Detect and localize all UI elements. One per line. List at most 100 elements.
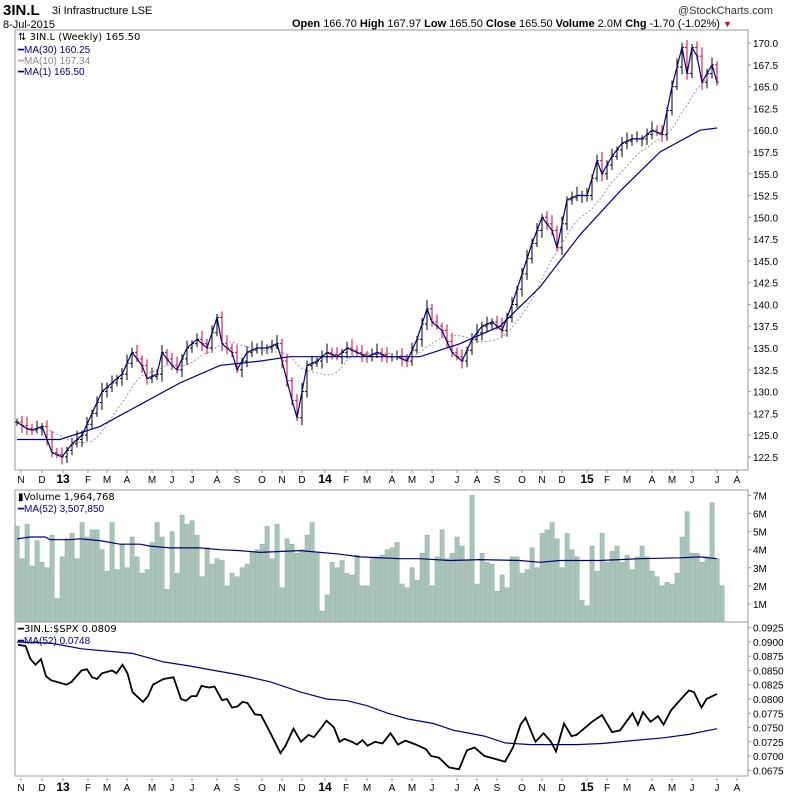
volume-bar — [229, 572, 235, 623]
brand-logo[interactable]: @StockCharts.com — [678, 5, 773, 17]
legend-ma1-label: MA(1) 165.50 — [24, 67, 85, 78]
volume-bar — [384, 549, 390, 623]
volume-bar — [494, 591, 500, 623]
y-tick-label: 142.5 — [753, 279, 778, 290]
volume-bar — [574, 556, 580, 623]
volume-bar — [429, 585, 435, 623]
y-tick-label: 145.0 — [753, 257, 778, 268]
ratio-legend-title: ━3IN.L:$SPX 0.0809 — [18, 624, 117, 635]
x-tick-label: M — [363, 783, 371, 794]
y-tick-label: 162.5 — [753, 104, 778, 115]
volume-bar — [559, 567, 565, 623]
y-tick-label: 140.0 — [753, 300, 778, 311]
panel-border-0 — [14, 29, 749, 471]
y-tick-label: 0.0900 — [753, 638, 784, 649]
ohlc-icon: ⇅ — [18, 32, 27, 43]
x-tick-label: J — [715, 475, 720, 486]
volume-bar — [424, 534, 430, 623]
volume-bar — [269, 558, 275, 623]
volume-bar — [254, 549, 260, 623]
y-tick-label: 147.5 — [753, 235, 778, 246]
volume-bar — [44, 567, 50, 623]
ma10-line — [41, 67, 718, 444]
x-tick-label: N — [538, 475, 545, 486]
volume-bar — [719, 585, 725, 623]
x-tick-label: N — [17, 783, 24, 794]
y-tick-label: 3M — [753, 564, 767, 575]
volume-bar — [499, 574, 505, 623]
y-tick-label: 122.5 — [753, 453, 778, 464]
high-value: 167.97 — [387, 18, 422, 30]
y-tick-label: 5M — [753, 528, 767, 539]
volume-bar — [19, 558, 25, 623]
y-tick-label: 0.0850 — [753, 666, 784, 677]
y-tick-label: 4M — [753, 546, 767, 557]
x-tick-label: J — [455, 783, 460, 794]
volume-bar — [374, 556, 380, 623]
y-tick-label: 0.0875 — [753, 652, 784, 663]
y-tick-label: 157.5 — [753, 148, 778, 159]
x-tick-label: O — [518, 475, 526, 486]
volume-bar — [364, 585, 370, 623]
y-tick-label: 135.0 — [753, 344, 778, 355]
x-tick-label: N — [278, 475, 285, 486]
x-tick-label: M — [103, 783, 111, 794]
volume-bar — [194, 534, 200, 623]
volume-bar — [284, 538, 290, 623]
volume-bar — [29, 565, 35, 623]
x-tick-label: A — [649, 783, 656, 794]
volume-bar — [64, 538, 70, 623]
legend-ratio-ma52: ━MA(52) 0.0748 — [18, 636, 91, 647]
volume-bar — [564, 533, 570, 623]
volume-bar — [154, 522, 160, 623]
volume-bar — [389, 547, 395, 623]
volume-bar — [239, 567, 245, 623]
volume-bar — [244, 563, 250, 623]
volume-bar — [579, 600, 585, 623]
volume-bar — [659, 585, 665, 623]
volume-bar — [74, 558, 80, 623]
volume-bar — [599, 533, 605, 623]
volume-bar — [264, 525, 270, 623]
volume-bar — [34, 540, 40, 623]
volume-bar — [199, 576, 205, 623]
volume-bar — [624, 554, 630, 623]
price-legend-title: ⇅ 3IN.L (Weekly) 165.50 — [18, 32, 140, 43]
volume-legend-title: ▮Volume 1,964,768 — [18, 492, 115, 503]
volume-bar — [334, 567, 340, 623]
volume-bar — [109, 522, 115, 623]
close-value: 165.50 — [518, 18, 553, 30]
volume-bar — [524, 569, 530, 623]
volume-bar — [24, 524, 30, 623]
volume-bar — [414, 580, 420, 623]
x-tick-label: A — [124, 783, 131, 794]
ratio-ma52-line — [16, 641, 718, 746]
volume-bar — [99, 549, 105, 623]
x-tick-label: D — [298, 783, 305, 794]
company-name: 3i Infrastructure LSE — [52, 5, 153, 17]
volume-bar — [669, 583, 675, 623]
volume-icon: ▮ — [18, 492, 24, 503]
volume-bar — [539, 533, 545, 623]
x-tick-label: F — [85, 783, 91, 794]
y-tick-label: 0.0775 — [753, 709, 784, 720]
y-tick-label: 2M — [753, 582, 767, 593]
volume-bar — [209, 563, 215, 623]
y-tick-label: 152.5 — [753, 192, 778, 203]
volume-bar — [304, 534, 310, 623]
volume-bar — [664, 581, 670, 623]
x-tick-label: M — [363, 475, 371, 486]
volume-bar — [289, 543, 295, 623]
y-tick-label: 150.0 — [753, 213, 778, 224]
x-tick-label: A — [389, 783, 396, 794]
volume-bar — [459, 545, 465, 623]
x-tick-label: J — [690, 475, 695, 486]
volume-bar — [344, 572, 350, 623]
volume-bar — [569, 549, 575, 623]
volume-bar — [259, 543, 265, 623]
volume-bar — [319, 610, 325, 623]
volume-bar — [184, 524, 190, 623]
volume-bar — [179, 515, 185, 623]
volume-bar — [609, 551, 615, 623]
